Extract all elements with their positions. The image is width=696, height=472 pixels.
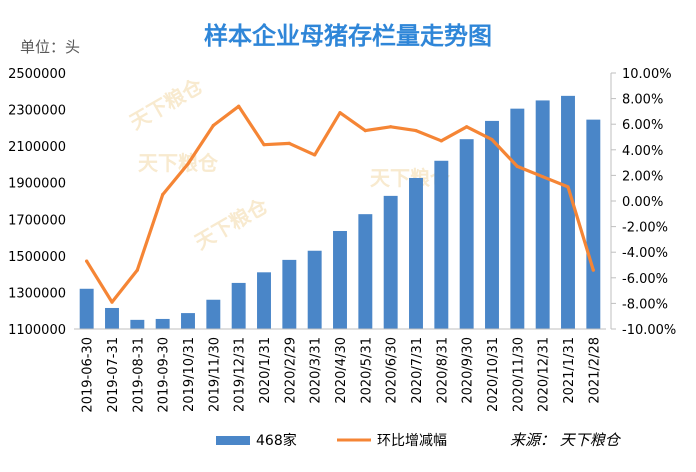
line-point — [414, 129, 418, 133]
x-tick-label: 2020/8/31 — [435, 337, 450, 404]
x-tick-label: 2019/11/30 — [207, 337, 222, 412]
x-tick-label: 2020/10/31 — [486, 337, 501, 412]
left-tick-label: 1900000 — [8, 177, 66, 192]
bar — [485, 120, 499, 329]
line-point — [110, 300, 114, 304]
bar — [105, 307, 119, 329]
bar — [358, 214, 373, 329]
bar — [586, 119, 601, 329]
unit-label: 单位：头 — [20, 38, 80, 56]
legend-label-line: 环比增减幅 — [377, 433, 447, 449]
left-tick-label: 2500000 — [8, 67, 66, 82]
left-axis: 1100000 1300000 1500000 1700000 1900000 21000… — [8, 67, 66, 338]
x-tick-label: 2020/6/30 — [385, 337, 400, 404]
bar — [181, 313, 195, 329]
right-tick-label: 2.00% — [622, 169, 663, 184]
line-point — [338, 111, 342, 115]
watermark-text: 天下粮仓 — [191, 193, 273, 254]
bar — [257, 272, 271, 329]
left-tick-label: 2100000 — [8, 140, 66, 155]
watermark-group: 天下粮仓天下粮仓天下粮仓天下粮仓 — [126, 73, 451, 254]
right-tick-label: -6.00% — [622, 272, 668, 287]
bar — [79, 288, 94, 329]
line-point — [237, 104, 241, 108]
bar — [333, 230, 347, 329]
bar — [155, 318, 170, 329]
line-point — [541, 175, 545, 179]
line-point — [515, 164, 519, 169]
watermark-text: 天下粮仓 — [138, 151, 219, 175]
bar — [561, 95, 575, 329]
bar — [535, 100, 550, 329]
left-tick-label: 1300000 — [8, 286, 66, 301]
right-tick-label: 0.00% — [622, 195, 663, 210]
line-point — [262, 143, 266, 147]
bar — [231, 282, 246, 329]
x-tick-label: 2019/10/31 — [182, 337, 197, 412]
x-tick-label: 2020/9/30 — [461, 337, 476, 404]
x-tick-label: 2021/1/31 — [562, 337, 577, 404]
bar — [282, 259, 297, 329]
bar — [434, 160, 449, 329]
watermark-text: 天下粮仓 — [126, 73, 208, 134]
bar — [130, 319, 145, 329]
right-tick-label: 6.00% — [622, 118, 663, 133]
x-tick-label: 2019-06-30 — [81, 337, 96, 413]
bar — [307, 250, 322, 329]
line-point — [591, 268, 595, 272]
line-point — [465, 125, 469, 129]
bar — [383, 195, 398, 329]
x-tick-label: 2020/12/31 — [537, 337, 552, 412]
x-tick-label: 2021/2/28 — [587, 337, 602, 404]
line-point — [439, 139, 443, 143]
bar-series — [79, 95, 601, 330]
bar — [510, 108, 525, 330]
x-tick-label: 2019/12/31 — [233, 337, 248, 412]
left-tick-label: 1100000 — [8, 323, 66, 338]
line-point — [186, 162, 190, 166]
bar — [459, 139, 474, 329]
x-tick-label: 2020/7/31 — [410, 337, 425, 404]
line-point — [389, 125, 393, 129]
x-tick-label: 2020/3/31 — [309, 337, 324, 404]
line-point — [85, 259, 89, 263]
line-point — [161, 193, 165, 197]
right-tick-label: 4.00% — [622, 144, 663, 159]
x-tick-label: 2019-08-31 — [131, 337, 146, 413]
right-tick-label: -4.00% — [622, 246, 668, 261]
bar — [206, 299, 221, 329]
left-tick-label: 1500000 — [8, 250, 66, 265]
line-point — [363, 129, 367, 133]
bar — [409, 177, 423, 329]
right-tick-label: 8.00% — [622, 93, 663, 108]
x-tick-label: 2020/2/29 — [283, 337, 298, 404]
legend-label-bars: 468家 — [256, 432, 297, 449]
legend: 468家 环比增减幅 — [216, 432, 447, 449]
line-point — [313, 153, 317, 157]
x-tick-label: 2020/4/30 — [334, 337, 349, 404]
right-tick-label: 10.00% — [622, 67, 672, 82]
line-point — [287, 141, 291, 145]
left-tick-label: 1700000 — [8, 213, 66, 228]
legend-swatch-bars — [216, 436, 250, 445]
left-tick-label: 2300000 — [8, 104, 66, 119]
line-point — [490, 137, 494, 142]
line-point — [211, 123, 215, 128]
source-label: 来源： 天下粮仓 — [510, 431, 622, 449]
right-tick-label: -2.00% — [622, 221, 668, 236]
x-tick-label: 2020/11/30 — [511, 337, 526, 412]
x-tick-label: 2020/5/31 — [359, 337, 374, 404]
line-series — [85, 104, 595, 304]
line-point — [135, 268, 139, 272]
right-axis: -10.00% -8.00% -6.00% -4.00% -2.00% 0.00% 2.00… — [610, 67, 676, 338]
x-axis: 2019-06-30 2019-07-31 2019-08-31 2019-09-30… — [74, 328, 606, 413]
x-tick-label: 2020/1/31 — [258, 337, 273, 404]
right-tick-label: -10.00% — [622, 323, 676, 338]
line-point — [566, 185, 570, 189]
x-tick-label: 2019-09-30 — [157, 337, 172, 413]
x-tick-label: 2019-07-31 — [106, 337, 121, 413]
chart-title: 样本企业母猪存栏量走势图 — [204, 22, 492, 50]
right-tick-label: -8.00% — [622, 297, 668, 312]
